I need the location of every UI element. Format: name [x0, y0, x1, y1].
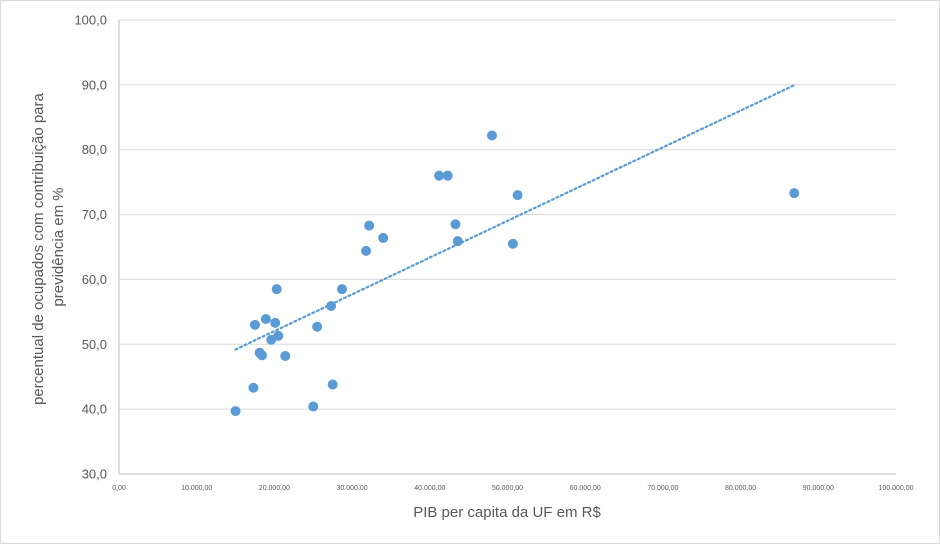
- y-tick-label: 80,0: [82, 142, 107, 157]
- data-point: [361, 245, 372, 256]
- x-tick-label: 60.000,00: [570, 485, 601, 492]
- data-point: [336, 284, 347, 295]
- gridlines: [119, 19, 896, 410]
- y-axis-title-line-2: previdência em %: [50, 187, 67, 306]
- x-tick-label: 100.000,00: [878, 485, 913, 492]
- data-point: [486, 130, 497, 141]
- y-tick-label: 70,0: [82, 207, 107, 222]
- y-axis-title: percentual de ocupados com contribuição …: [30, 89, 67, 405]
- data-point: [327, 379, 338, 390]
- data-point: [507, 238, 518, 249]
- y-axis-title-line-1: percentual de ocupados com contribuição …: [30, 93, 47, 406]
- trendline-path: [234, 83, 797, 351]
- y-tick-label: 90,0: [82, 77, 107, 92]
- data-point: [256, 350, 267, 361]
- data-point: [270, 317, 281, 328]
- data-point: [271, 284, 282, 295]
- data-point: [248, 382, 259, 393]
- data-point: [312, 321, 323, 332]
- data-point: [249, 319, 260, 330]
- y-tick-label: 40,0: [82, 402, 107, 417]
- data-point: [452, 236, 463, 247]
- data-points: [230, 130, 800, 417]
- x-tick-label: 30.000,00: [337, 485, 368, 492]
- x-tick-label: 70.000,00: [647, 485, 678, 492]
- data-point: [364, 220, 375, 231]
- data-point: [450, 219, 461, 230]
- trendline: [234, 83, 797, 351]
- x-tick-labels: 0,00 10.000,00 20.000,00 30.000,00 40.000,00…: [112, 485, 913, 492]
- data-point: [434, 170, 445, 181]
- data-point: [273, 330, 284, 341]
- y-tick-label: 50,0: [82, 337, 107, 352]
- x-tick-label: 50.000,00: [492, 485, 523, 492]
- x-tick-label: 0,00: [112, 485, 126, 492]
- data-point: [280, 350, 291, 361]
- x-tick-label: 40.000,00: [414, 485, 445, 492]
- x-tick-label: 80.000,00: [725, 485, 756, 492]
- x-tick-label: 20.000,00: [259, 485, 290, 492]
- y-tick-label: 30,0: [82, 467, 107, 482]
- y-tick-label: 60,0: [82, 272, 107, 287]
- data-point: [378, 232, 389, 243]
- data-point: [308, 401, 319, 412]
- data-point: [260, 313, 271, 324]
- x-axis-title: PIB per capita da UF em R$: [413, 504, 601, 521]
- data-point: [326, 301, 337, 312]
- data-point: [442, 170, 453, 181]
- data-point: [230, 406, 241, 417]
- data-point: [789, 188, 800, 199]
- y-tick-labels: 30,0 40,0 50,0 60,0 70,0 80,0 90,0 100,0: [74, 13, 107, 482]
- axes: [118, 20, 896, 475]
- y-tick-label: 100,0: [74, 13, 107, 28]
- x-tick-label: 10.000,00: [181, 485, 212, 492]
- data-point: [512, 190, 523, 201]
- x-tick-label: 90.000,00: [803, 485, 834, 492]
